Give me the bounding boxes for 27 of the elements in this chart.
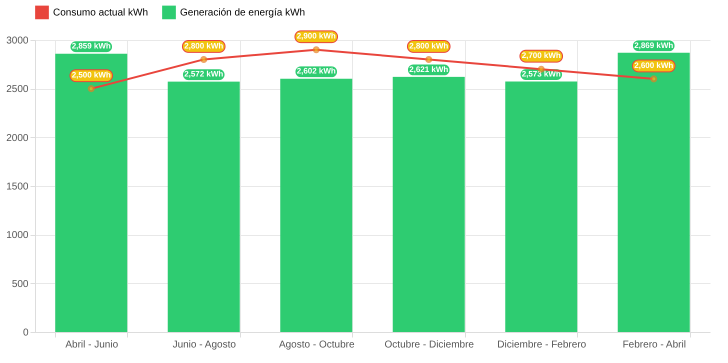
y-tick-label: 0 (22, 328, 29, 338)
data-label: 2,621 kWh (409, 64, 448, 74)
x-tick-label: Abril - Junio (65, 340, 119, 350)
legend-label: Consumo actual kWh (53, 7, 148, 18)
data-label: 2,573 kWh (522, 70, 561, 79)
data-label: 2,602 kWh (296, 66, 336, 76)
y-tick-label: 500 (12, 278, 29, 290)
x-tick-label: Junio - Agosto (172, 340, 236, 350)
y-tick-label: 2000 (6, 132, 29, 144)
data-label: 2,700 kWh (522, 51, 561, 60)
y-tick-label: 1000 (6, 230, 29, 242)
legend-label: Generación de energía kWh (180, 7, 306, 18)
data-label: 2,572 kWh (184, 70, 224, 79)
data-label: 2,800 kWh (184, 41, 224, 50)
data-label: 2,859 kWh (72, 42, 111, 51)
y-tick-label: 3000 (6, 36, 29, 46)
y-tick-label: 2500 (6, 84, 29, 96)
data-label: 2,500 kWh (72, 70, 111, 80)
data-label: 2,600 kWh (634, 60, 674, 70)
y-tick-label: 1500 (6, 182, 29, 192)
data-label: 2,869 kWh (634, 40, 674, 50)
x-tick-label: Diciembre - Febrero (497, 340, 587, 350)
data-label: 2,800 kWh (409, 41, 448, 50)
data-label: 2,900 kWh (296, 32, 336, 41)
x-tick-label: Octubre - Diciembre (384, 340, 474, 350)
x-tick-label: Febrero - Abril (622, 340, 686, 350)
x-tick-label: Agosto - Octubre (278, 340, 355, 350)
